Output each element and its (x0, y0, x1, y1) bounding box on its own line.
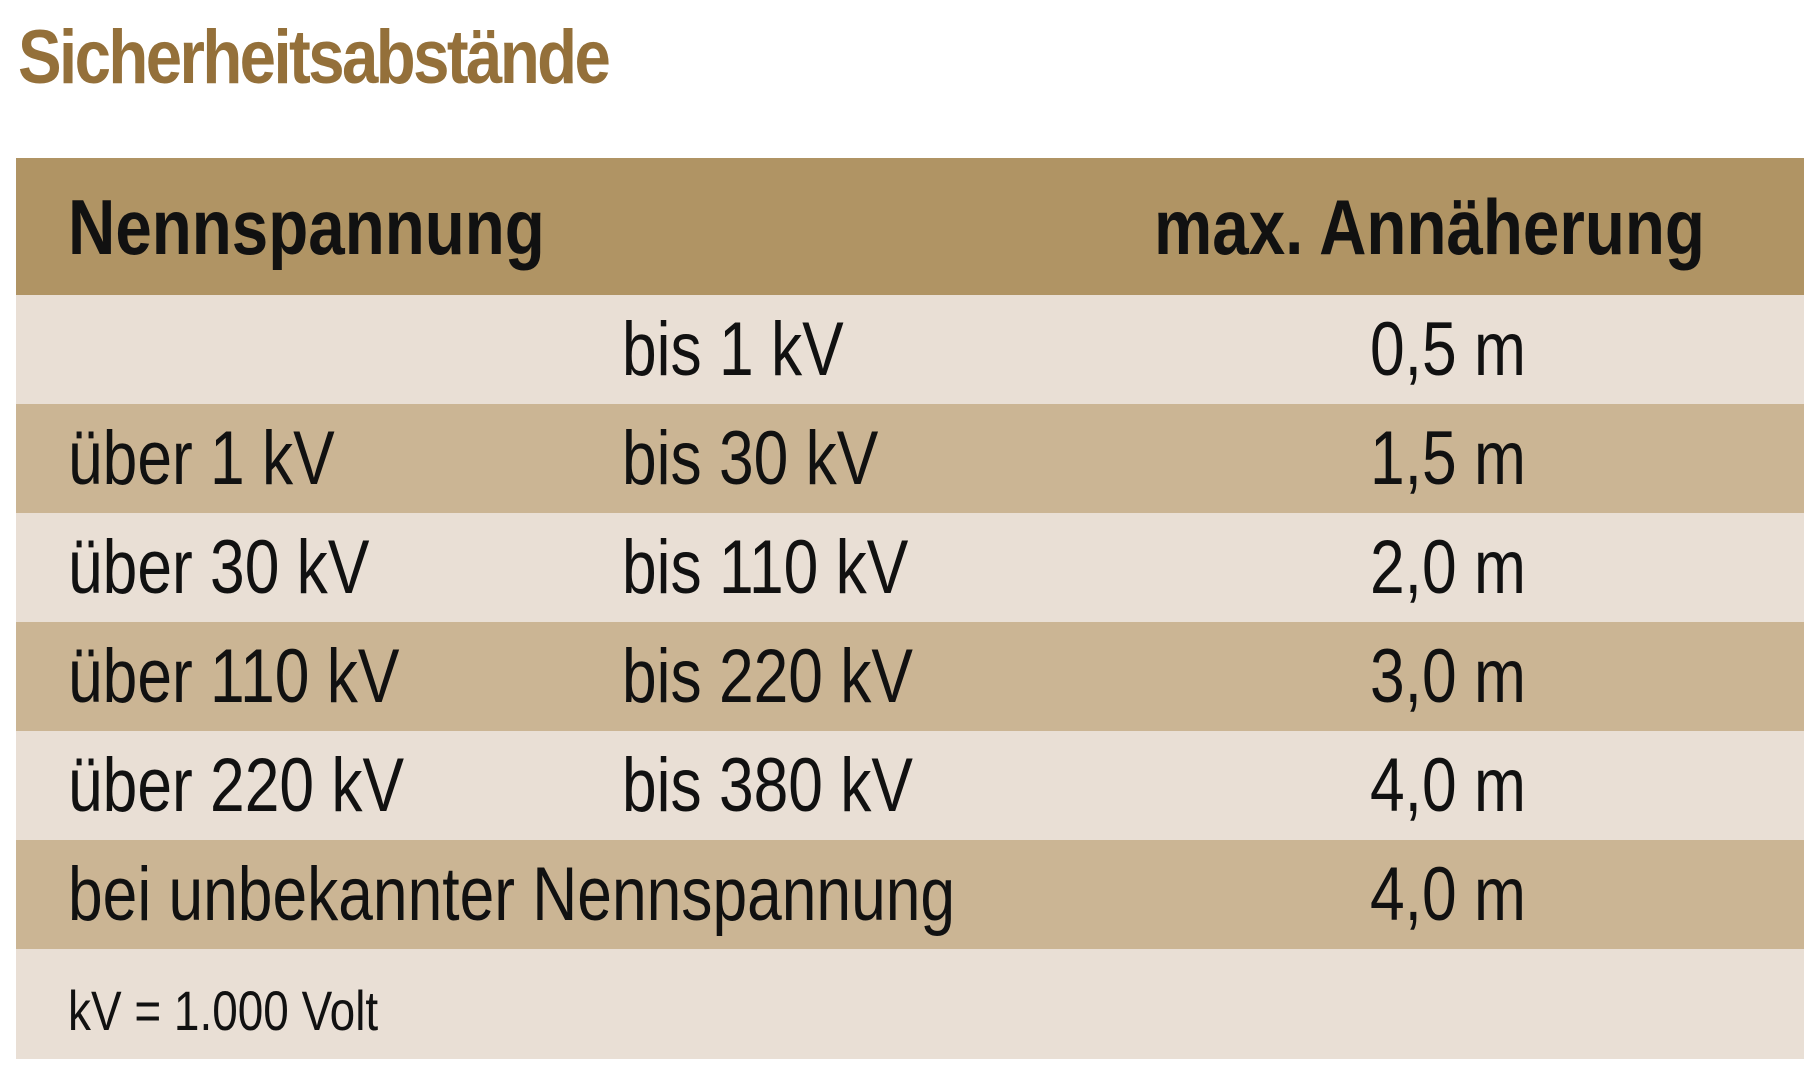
table-footnote-row: kV = 1.000 Volt (16, 949, 1804, 1059)
cell-distance: 1,5 m (1370, 415, 1526, 501)
table-row: bei unbekannter Nennspannung 4,0 m (16, 840, 1804, 949)
table-row: über 220 kV bis 380 kV 4,0 m (16, 731, 1804, 840)
header-voltage: Nennspannung (68, 182, 545, 271)
cell-distance: 2,0 m (1370, 524, 1526, 610)
safety-distance-table: Nennspannung max. Annäherung bis 1 kV 0,… (16, 158, 1804, 1059)
table-row: über 110 kV bis 220 kV 3,0 m (16, 622, 1804, 731)
footnote: kV = 1.000 Volt (68, 978, 379, 1042)
cell-to: bis 30 kV (622, 415, 879, 501)
cell-to: bis 380 kV (622, 742, 914, 828)
table-row: über 30 kV bis 110 kV 2,0 m (16, 513, 1804, 622)
cell-distance: 4,0 m (1370, 742, 1526, 828)
cell-distance: 3,0 m (1370, 633, 1526, 719)
cell-distance: 4,0 m (1370, 851, 1526, 937)
cell-from: über 110 kV (68, 633, 400, 719)
page-title: Sicherheitsabstände (18, 15, 611, 100)
cell-to: bis 110 kV (622, 524, 909, 610)
cell-from: über 220 kV (68, 742, 405, 828)
table-header-row: Nennspannung max. Annäherung (16, 158, 1804, 295)
cell-from: über 30 kV (68, 524, 370, 610)
cell-from: über 1 kV (68, 415, 335, 501)
cell-to: bis 1 kV (622, 306, 844, 392)
table-row: bis 1 kV 0,5 m (16, 295, 1804, 404)
cell-distance: 0,5 m (1370, 306, 1526, 392)
cell-to: bis 220 kV (622, 633, 914, 719)
table-row: über 1 kV bis 30 kV 1,5 m (16, 404, 1804, 513)
cell-from: bei unbekannter Nennspannung (68, 851, 956, 937)
header-distance: max. Annäherung (1154, 182, 1705, 271)
